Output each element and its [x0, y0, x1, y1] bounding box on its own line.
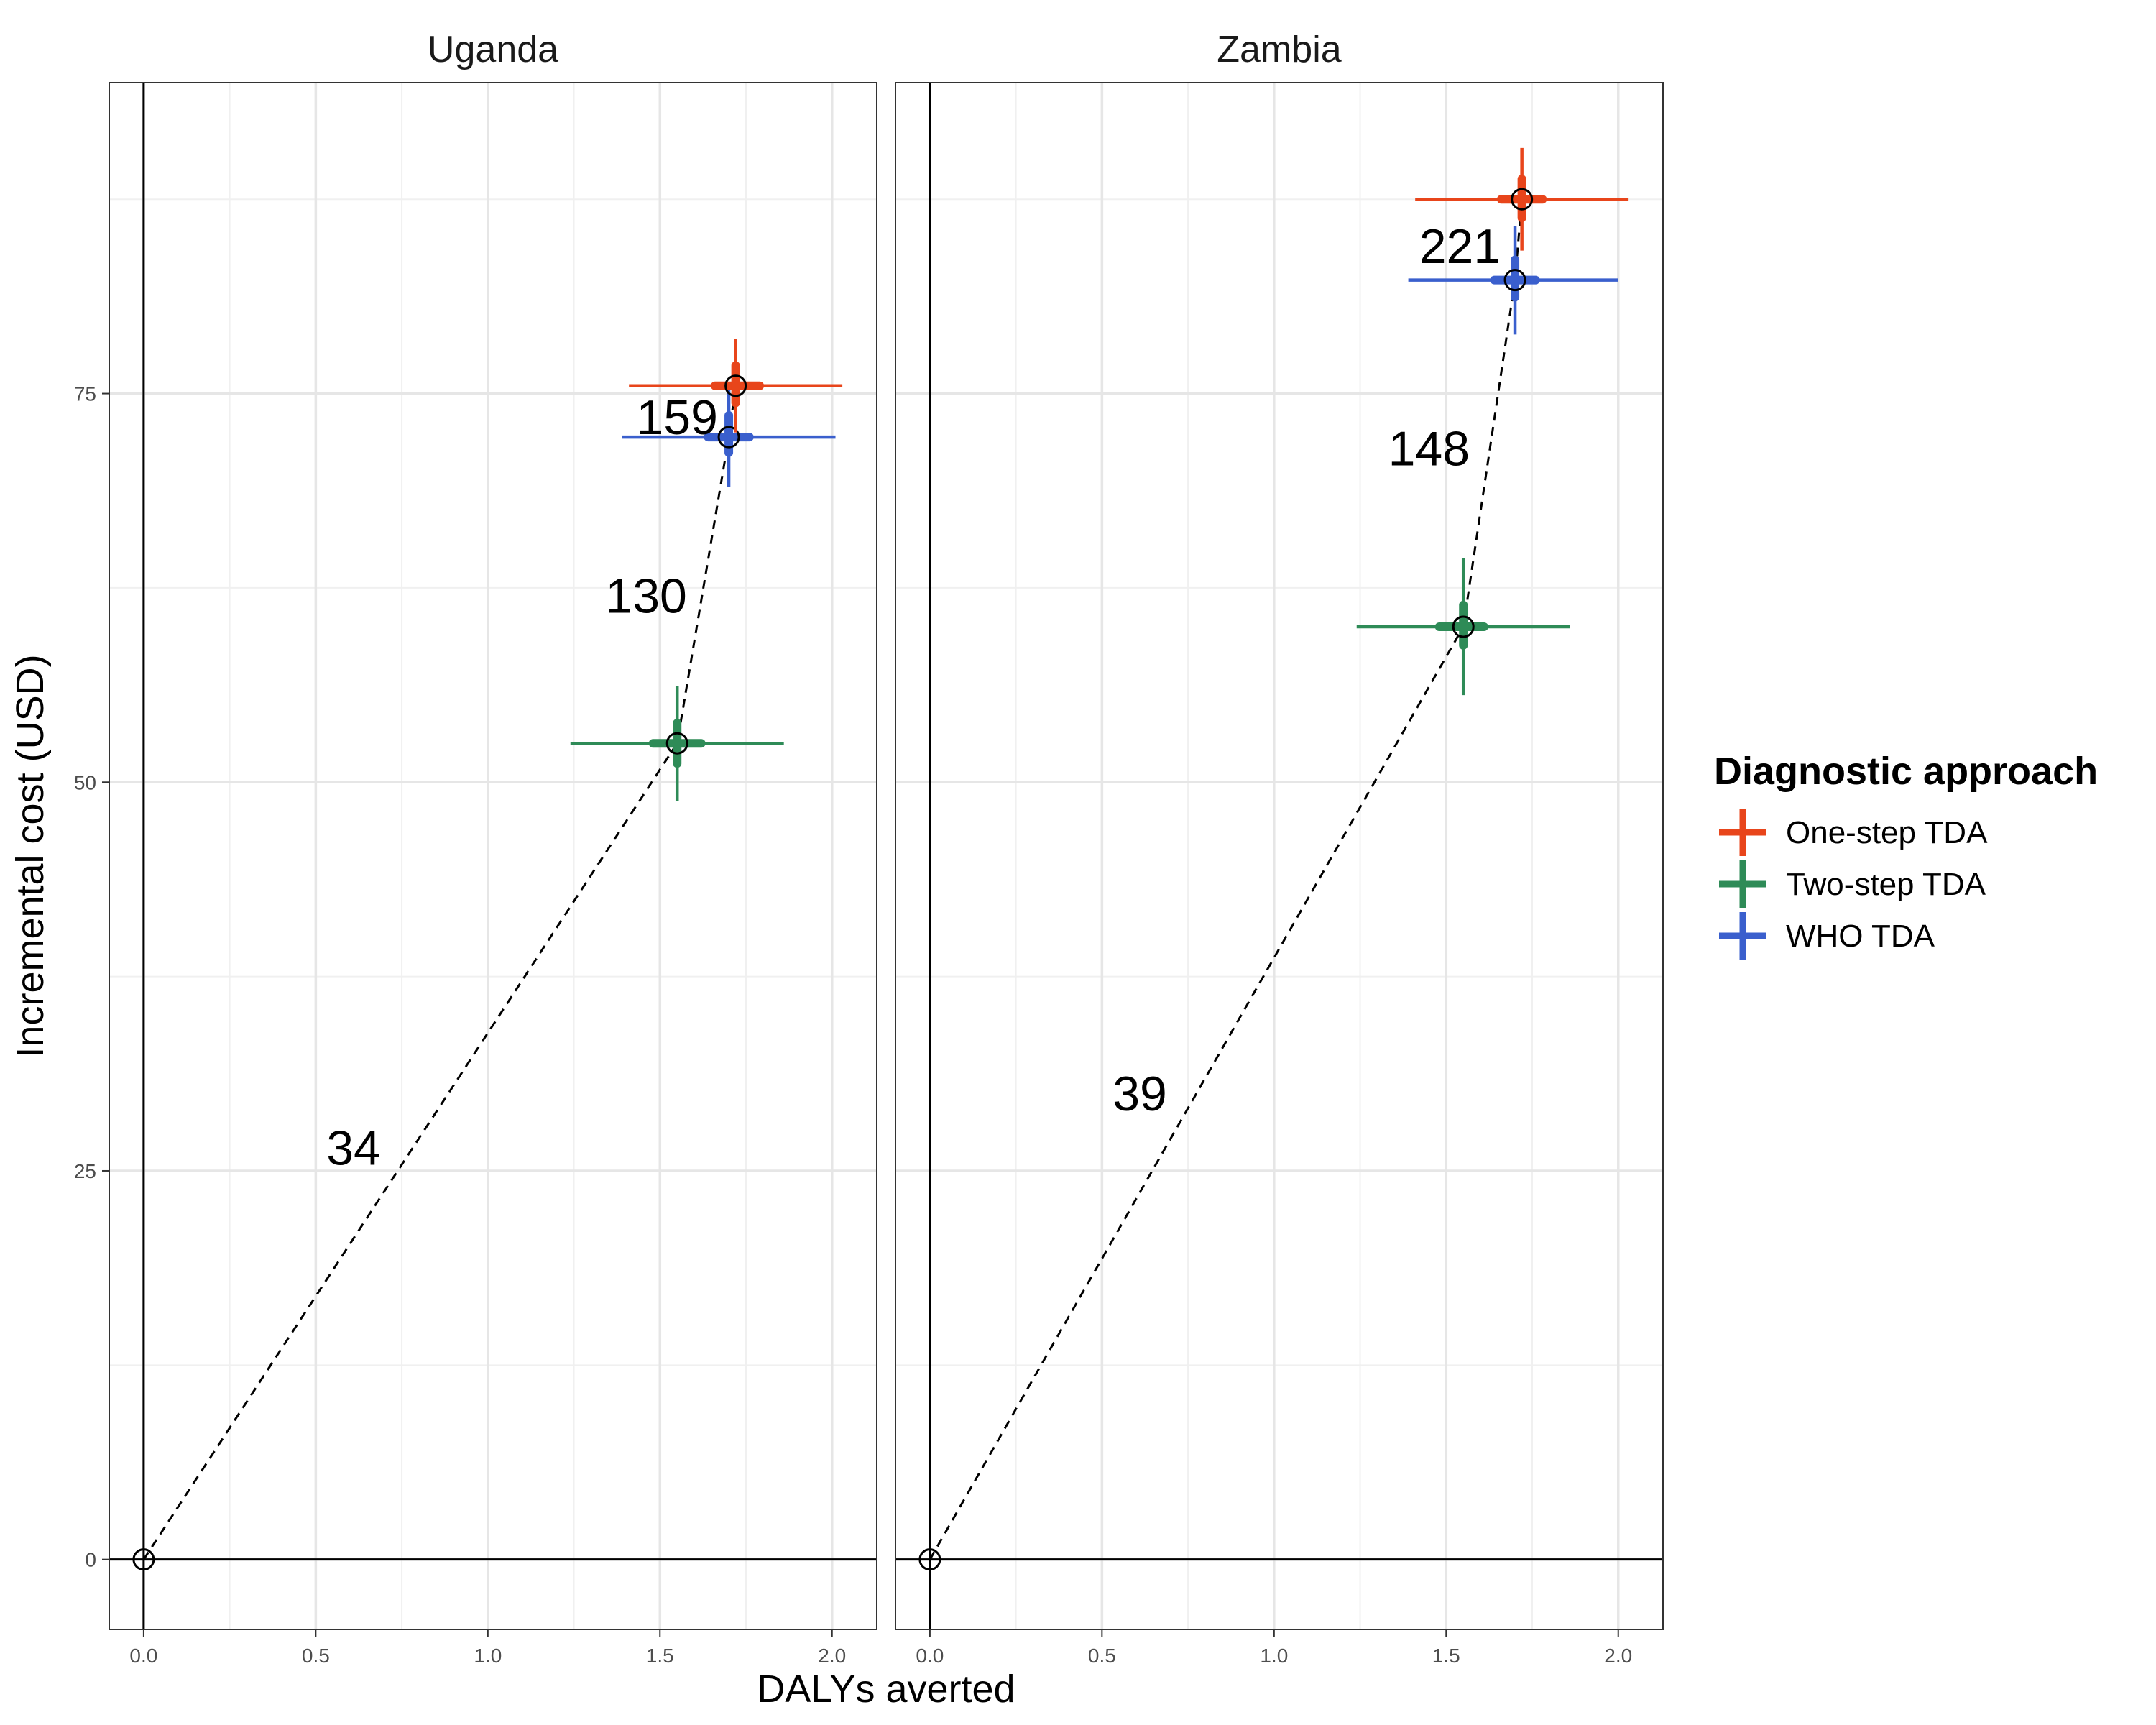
point-who-tda [1408, 225, 1618, 335]
legend-item-who-tda: WHO TDA [1719, 912, 1935, 960]
icer-label: 39 [1112, 1067, 1167, 1121]
x-tick-label: 1.0 [1260, 1644, 1288, 1667]
point-marker-one-step-tda [724, 374, 747, 397]
icer-label: 148 [1388, 421, 1470, 476]
legend-label: One-step TDA [1786, 815, 1988, 850]
point-marker-two-step-tda [1452, 615, 1475, 638]
y-tick-label: 0 [85, 1549, 96, 1571]
facet-title-zambia: Zambia [1217, 29, 1341, 70]
x-tick-label: 1.0 [474, 1644, 502, 1667]
x-axis-zambia: 0.0 0.5 1.0 1.5 2.0 [916, 1629, 1632, 1667]
legend: Diagnostic approach One-step TDA Two-step… [1714, 750, 2098, 960]
origin-point-marker [132, 1548, 155, 1571]
legend-item-two-step-tda: Two-step TDA [1719, 860, 1986, 908]
legend-label: Two-step TDA [1786, 867, 1986, 902]
x-tick-label: 1.5 [646, 1644, 674, 1667]
y-axis: 0 25 50 75 [74, 383, 109, 1571]
grid-uganda [109, 83, 877, 1629]
x-tick-label: 0.5 [1088, 1644, 1116, 1667]
y-tick-label: 25 [74, 1160, 96, 1182]
frontier-zambia [929, 199, 1524, 1560]
y-tick-label: 75 [74, 383, 96, 405]
x-tick-label: 2.0 [1604, 1644, 1632, 1667]
legend-title: Diagnostic approach [1714, 750, 2098, 793]
point-marker-who-tda [1503, 269, 1526, 292]
point-two-step-tda [570, 686, 784, 801]
point-one-step-tda [1415, 147, 1629, 251]
point-marker-two-step-tda [665, 732, 688, 755]
x-tick-label: 0.0 [129, 1644, 157, 1667]
facet-zambia: Zambia 39 148 221 0.0 0.5 1.0 1.5 2.0 [895, 29, 1664, 1667]
icer-label: 221 [1419, 219, 1501, 274]
icer-label: 130 [605, 569, 686, 624]
x-tick-label: 0.0 [916, 1644, 944, 1667]
legend-label: WHO TDA [1786, 919, 1935, 954]
efficiency-frontier-line [929, 199, 1524, 1560]
error-bars-uganda [132, 339, 843, 1571]
icer-labels-zambia: 39 148 221 [1112, 219, 1501, 1121]
y-tick-label: 50 [74, 771, 96, 794]
point-one-step-tda [629, 339, 843, 433]
x-tick-label: 0.5 [302, 1644, 330, 1667]
facet-uganda: Uganda 34 130 159 0.0 0.5 1.0 1.5 2.0 [109, 29, 877, 1667]
x-tick-label: 2.0 [818, 1644, 846, 1667]
point-marker-one-step-tda [1511, 188, 1534, 211]
error-bars-zambia [918, 147, 1629, 1571]
y-axis-title: Incremental cost (USD) [9, 654, 52, 1057]
point-marker-who-tda [717, 426, 740, 448]
legend-keys: One-step TDA Two-step TDA WHO TDA [1719, 809, 1988, 960]
panel-border-uganda [109, 82, 877, 1630]
panel-border-zambia [895, 82, 1664, 1630]
x-axis-title: DALYs averted [757, 1668, 1015, 1711]
point-two-step-tda [1356, 558, 1570, 696]
efficiency-frontier-line [142, 385, 737, 1560]
origin-point-marker [918, 1548, 941, 1571]
icer-label: 159 [636, 390, 717, 445]
legend-item-one-step-tda: One-step TDA [1719, 809, 1988, 856]
facet-title-uganda: Uganda [428, 29, 558, 70]
icer-labels-uganda: 34 130 159 [326, 390, 718, 1176]
frontier-uganda [142, 385, 737, 1560]
x-axis-uganda: 0.0 0.5 1.0 1.5 2.0 [129, 1629, 846, 1667]
point-who-tda [622, 387, 836, 487]
icer-label: 34 [326, 1121, 381, 1176]
x-tick-label: 1.5 [1432, 1644, 1460, 1667]
grid-zambia [895, 83, 1663, 1629]
